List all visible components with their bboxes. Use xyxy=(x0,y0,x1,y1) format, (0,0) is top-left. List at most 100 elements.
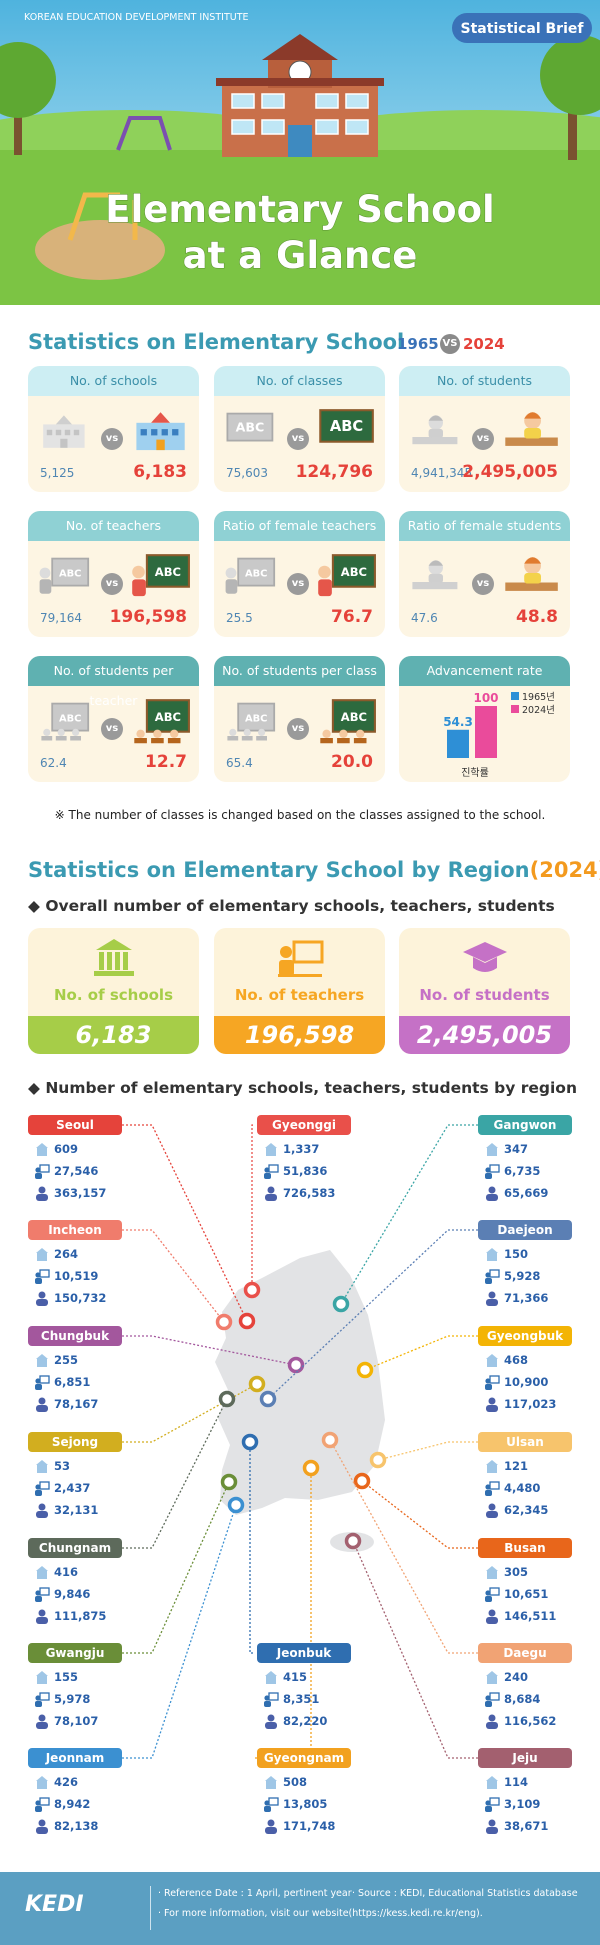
row-icon xyxy=(488,1714,496,1722)
sub-title: ◆ Overall number of elementary schools, … xyxy=(28,897,555,915)
region-name: Busan xyxy=(478,1538,572,1558)
head xyxy=(243,728,251,736)
icon xyxy=(486,1248,498,1261)
row-icon xyxy=(37,1253,47,1261)
connector xyxy=(122,1481,230,1654)
row-icon xyxy=(486,1143,498,1148)
row-icon xyxy=(39,1797,50,1806)
icon xyxy=(505,412,558,446)
row-icon xyxy=(36,1566,48,1571)
icon xyxy=(136,412,185,451)
desk xyxy=(227,736,239,741)
stat-card: No. of schools vs 5,125 6,183 xyxy=(28,366,199,492)
head xyxy=(136,729,145,738)
connector xyxy=(122,1124,248,1322)
total-value: 6,183 xyxy=(28,1016,199,1054)
icon xyxy=(486,1354,498,1367)
row-icon xyxy=(267,1714,275,1722)
row-icon xyxy=(487,1676,497,1684)
badge xyxy=(452,13,592,43)
stat-card: No. of students vs 4,941,345 2,495,005 xyxy=(399,366,570,492)
region-students: 726,583 xyxy=(283,1186,336,1200)
icon-text: ABC xyxy=(330,418,363,435)
region-teachers: 6,735 xyxy=(504,1164,541,1178)
row-icon xyxy=(38,1609,46,1617)
row-icon xyxy=(36,1827,48,1834)
icon xyxy=(35,1269,50,1284)
region-marker xyxy=(356,1361,374,1379)
bar-value: 54.3 xyxy=(443,715,473,729)
row-icon xyxy=(37,1571,47,1579)
row-icon xyxy=(38,1503,46,1511)
blackboard xyxy=(145,699,190,733)
icon-group xyxy=(136,412,185,451)
row-icon xyxy=(486,1354,498,1359)
stat-card: No. of teachers ABC ABC vs 79,164 196,598 xyxy=(28,511,199,637)
connector xyxy=(352,1540,478,1759)
region-schools: 1,337 xyxy=(283,1142,320,1156)
icon xyxy=(486,1609,498,1624)
row-icon xyxy=(264,1800,270,1806)
icon xyxy=(36,1143,48,1156)
region-name: Incheon xyxy=(28,1220,122,1240)
desk xyxy=(41,736,53,741)
row-icon xyxy=(487,1781,497,1789)
row-icon xyxy=(488,1397,496,1405)
region-students: 150,732 xyxy=(54,1291,107,1305)
icon xyxy=(35,1587,50,1602)
icon-group xyxy=(412,415,458,445)
icon: ABC xyxy=(227,702,276,741)
row-icon xyxy=(485,1695,491,1701)
logo: KEDI xyxy=(25,1892,84,1917)
icon: ABC xyxy=(41,702,90,741)
row-icon xyxy=(487,1253,497,1261)
icon: ABC xyxy=(226,412,274,442)
icon-group: ABC xyxy=(225,557,276,594)
blackboard xyxy=(145,554,190,588)
window xyxy=(161,429,168,436)
icon xyxy=(36,1671,48,1684)
swing xyxy=(116,116,172,151)
row-icon xyxy=(487,1571,497,1579)
region-marker xyxy=(248,1375,266,1393)
row-icon xyxy=(38,1397,46,1405)
icon-group: ABC xyxy=(134,699,190,744)
row-icon xyxy=(485,1378,491,1384)
icon xyxy=(94,939,134,976)
section-year: (2024) xyxy=(529,858,600,882)
card-title: Ratio of female teachers xyxy=(214,511,385,541)
connector xyxy=(122,1335,297,1366)
row-icon xyxy=(37,1781,47,1789)
tree-trunk xyxy=(14,95,22,155)
row-icon xyxy=(35,1384,42,1390)
icon xyxy=(292,940,324,964)
head xyxy=(225,567,237,579)
icon xyxy=(36,1776,48,1789)
icon xyxy=(486,1291,498,1306)
vs: vs xyxy=(101,428,123,450)
region-marker xyxy=(369,1451,387,1469)
total-label: No. of schools xyxy=(53,986,173,1004)
door xyxy=(60,438,68,448)
axis-label: 진학률 xyxy=(461,767,489,779)
icon: ABC xyxy=(320,699,376,744)
vs: vs xyxy=(472,573,494,595)
icon xyxy=(280,946,292,958)
region-students: 146,511 xyxy=(504,1609,557,1623)
website: · For more information, visit our websit… xyxy=(158,1908,483,1919)
row-icon xyxy=(489,1375,500,1384)
value-1965: 79,164 xyxy=(40,611,82,625)
roof xyxy=(55,415,72,425)
row-icon xyxy=(39,1269,50,1278)
desk xyxy=(70,736,81,741)
blackboard xyxy=(51,557,90,587)
value-1965: 47.6 xyxy=(411,611,438,625)
region-schools: 150 xyxy=(504,1247,529,1261)
region-name: Gangwon xyxy=(478,1115,572,1135)
region-name: Daejeon xyxy=(478,1220,572,1240)
region-teachers: 3,109 xyxy=(504,1797,541,1811)
icon-group: ABC xyxy=(319,409,374,443)
row-icon xyxy=(489,1692,500,1701)
icon xyxy=(36,1354,48,1367)
region-marker xyxy=(218,1390,236,1408)
